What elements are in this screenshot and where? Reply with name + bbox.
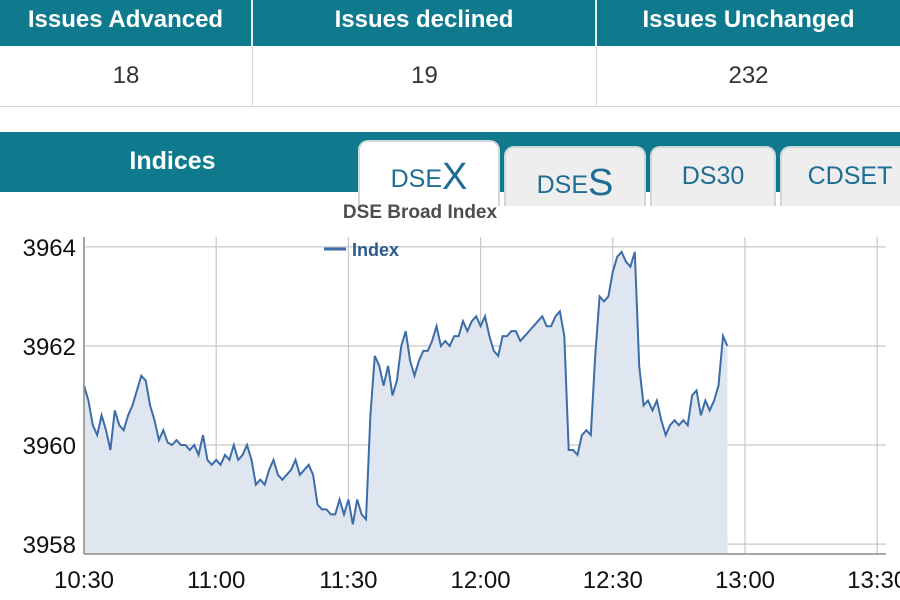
- y-tick-label: 3960: [23, 433, 76, 460]
- header-issues-declined: Issues declined: [253, 0, 597, 46]
- value-issues-unchanged: 232: [728, 62, 769, 89]
- index-series-line: [83, 250, 729, 525]
- indices-title: Indices: [129, 147, 216, 175]
- indices-header: Indices DSEX DSES DS30 CDSET: [0, 132, 900, 206]
- header-issues-advanced: Issues Advanced: [0, 0, 253, 46]
- legend-label[interactable]: Index: [352, 240, 399, 260]
- x-tick-label: 13:00: [715, 567, 775, 594]
- y-tick-label: 3962: [23, 334, 76, 361]
- tab-cdset-label: CDSET: [807, 162, 893, 190]
- x-tick-label: 10:30: [54, 567, 114, 594]
- x-tick-label: 11:00: [187, 567, 245, 594]
- issues-summary-header: Issues Advanced Issues declined Issues U…: [0, 0, 900, 46]
- x-tick-label: 11:30: [319, 567, 377, 594]
- dse-broad-index-chart: 3958 3960 3962 3964 10:30 11:00 11:30 12:00 12:…: [23, 202, 900, 594]
- x-tick-label: 12:00: [451, 567, 511, 594]
- index-area-fill: [84, 251, 728, 554]
- value-issues-advanced: 18: [0, 46, 253, 106]
- tab-dses-label: DSES: [536, 162, 614, 204]
- issues-summary-table: Issues Advanced Issues declined Issues U…: [0, 0, 900, 107]
- value-issues-declined: 19: [253, 46, 597, 106]
- tab-dses[interactable]: DSES: [504, 146, 646, 206]
- y-tick-label: 3958: [23, 532, 76, 559]
- y-axis-ticks: 3958 3960 3962 3964: [23, 235, 76, 559]
- issues-summary-values: 18 19 232: [0, 46, 900, 107]
- tab-dsex-label: DSEX: [390, 156, 468, 198]
- tab-cdset[interactable]: CDSET: [780, 146, 900, 206]
- chart-title: DSE Broad Index: [343, 202, 498, 223]
- x-tick-label: 13:30: [847, 567, 900, 594]
- chart-axes: [83, 237, 886, 555]
- y-tick-label: 3964: [23, 235, 76, 262]
- x-axis-ticks: 10:30 11:00 11:30 12:00 12:30 13:00 13:30: [54, 567, 900, 594]
- tab-ds30-label: DS30: [681, 162, 745, 190]
- tab-ds30[interactable]: DS30: [650, 146, 776, 206]
- header-issues-unchanged: Issues Unchanged: [642, 6, 855, 33]
- tab-dsex[interactable]: DSEX: [358, 140, 500, 206]
- x-tick-label: 12:30: [583, 567, 643, 594]
